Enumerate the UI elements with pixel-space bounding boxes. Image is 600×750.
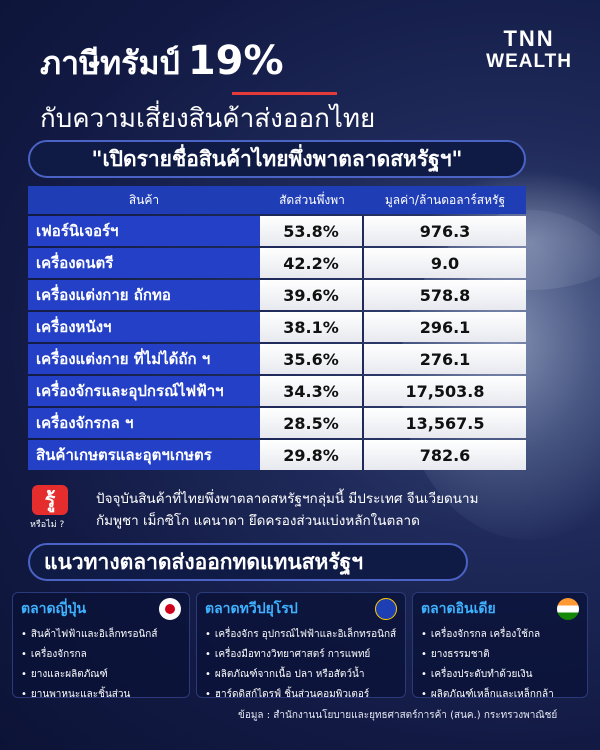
japan-flag-icon bbox=[159, 598, 181, 620]
cell-value: 578.8 bbox=[364, 280, 526, 310]
cell-value: 13,567.5 bbox=[364, 408, 526, 438]
table-row: สินค้าเกษตรและอุตฯเกษตร 29.8% 782.6 bbox=[28, 440, 526, 470]
list-item: เครื่องจักรกล เครื่องใช้กล bbox=[421, 625, 579, 645]
dependency-table: สินค้า สัดส่วนพึ่งพา มูลค่า/ล้านดอลาร์สห… bbox=[28, 186, 526, 470]
list-item: เครื่องจักร อุปกรณ์ไฟฟ้าและอิเล็กทรอนิกส… bbox=[205, 625, 397, 645]
cell-share: 28.5% bbox=[260, 408, 364, 438]
table-row: เครื่องหนังฯ 38.1% 296.1 bbox=[28, 312, 526, 342]
cell-product: เครื่องแต่งกาย ถักทอ bbox=[28, 280, 260, 310]
list-item: เครื่องประดับทำด้วยเงิน bbox=[421, 665, 579, 685]
brand-line2: WEALTH bbox=[486, 51, 572, 72]
table-row: เครื่องจักรและอุปกรณ์ไฟฟ้าฯ 34.3% 17,503… bbox=[28, 376, 526, 406]
cell-value: 17,503.8 bbox=[364, 376, 526, 406]
cell-value: 782.6 bbox=[364, 440, 526, 470]
cell-share: 53.8% bbox=[260, 216, 364, 246]
alternatives-title: แนวทางตลาดส่งออกทดแทนสหรัฐฯ bbox=[28, 543, 468, 581]
cell-value: 296.1 bbox=[364, 312, 526, 342]
cell-product: เครื่องจักรและอุปกรณ์ไฟฟ้าฯ bbox=[28, 376, 260, 406]
source-note: ข้อมูล : สำนักงานนโยบายและยุทธศาสตร์การค… bbox=[238, 710, 558, 721]
cell-share: 35.6% bbox=[260, 344, 364, 374]
headline-prefix: ภาษีทรัมป์ bbox=[40, 44, 180, 82]
india-flag-icon bbox=[557, 598, 579, 620]
list-item: เครื่องมือทางวิทยาศาสตร์ การแพทย์ bbox=[205, 645, 397, 665]
cell-value: 976.3 bbox=[364, 216, 526, 246]
table-row: เฟอร์นิเจอร์ฯ 53.8% 976.3 bbox=[28, 216, 526, 246]
did-you-know: รู้ หรือไม่ ? bbox=[30, 485, 92, 531]
table-row: เครื่องแต่งกาย ที่ไม่ได้ถัก ฯ 35.6% 276.… bbox=[28, 344, 526, 374]
cell-product: เครื่องดนตรี bbox=[28, 248, 260, 278]
market-name: ตลาดญี่ปุ่น bbox=[21, 601, 87, 617]
market-india: ตลาดอินเดีย เครื่องจักรกล เครื่องใช้กล ย… bbox=[412, 592, 588, 700]
cell-value: 9.0 bbox=[364, 248, 526, 278]
market-name: ตลาดทวีปยุโรป bbox=[205, 601, 298, 617]
table-header: สินค้า สัดส่วนพึ่งพา มูลค่า/ล้านดอลาร์สห… bbox=[28, 186, 526, 214]
table-row: เครื่องจักรกล ฯ 28.5% 13,567.5 bbox=[28, 408, 526, 438]
cell-product: เครื่องแต่งกาย ที่ไม่ได้ถัก ฯ bbox=[28, 344, 260, 374]
cell-share: 39.6% bbox=[260, 280, 364, 310]
fact-line1: ปัจจุบันสินค้าที่ไทยพึ่งพาตลาดสหรัฐฯกลุ่… bbox=[96, 491, 479, 507]
table-row: เครื่องแต่งกาย ถักทอ 39.6% 578.8 bbox=[28, 280, 526, 310]
headline: ภาษีทรัมป์ 19% bbox=[40, 38, 284, 89]
did-you-know-badge: รู้ bbox=[32, 485, 68, 515]
did-you-know-sub: หรือไม่ ? bbox=[30, 520, 65, 530]
cell-product: เฟอร์นิเจอร์ฯ bbox=[28, 216, 260, 246]
list-item: ยางธรรมชาติ bbox=[421, 645, 579, 665]
list-item: สินค้าไฟฟ้าและอิเล็กทรอนิกส์ bbox=[21, 625, 181, 645]
market-japan: ตลาดญี่ปุ่น สินค้าไฟฟ้าและอิเล็กทรอนิกส์… bbox=[12, 592, 190, 700]
brand-logo: TNN WEALTH bbox=[486, 26, 572, 72]
market-europe: ตลาดทวีปยุโรป เครื่องจักร อุปกรณ์ไฟฟ้าแล… bbox=[196, 592, 406, 700]
list-item: ผลิตภัณฑ์จากเนื้อ ปลา หรือสัตว์น้ำ bbox=[205, 665, 397, 685]
list-item: เครื่องจักรกล bbox=[21, 645, 181, 665]
eu-flag-icon bbox=[375, 598, 397, 620]
list-item: ยานพาหนะและชิ้นส่วน bbox=[21, 685, 181, 705]
cell-product: สินค้าเกษตรและอุตฯเกษตร bbox=[28, 440, 260, 470]
brand-line1: TNN bbox=[503, 26, 555, 51]
market-name: ตลาดอินเดีย bbox=[421, 601, 496, 617]
table-row: เครื่องดนตรี 42.2% 9.0 bbox=[28, 248, 526, 278]
list-item: ผลิตภัณฑ์เหล็กและเหล็กกล้า bbox=[421, 685, 579, 705]
list-item: ฮาร์ดดิสก์ไดรฟ์ ชิ้นส่วนคอมพิวเตอร์ bbox=[205, 685, 397, 705]
cell-product: เครื่องจักรกล ฯ bbox=[28, 408, 260, 438]
list-item: ยางและผลิตภัณฑ์ bbox=[21, 665, 181, 685]
header-product: สินค้า bbox=[128, 192, 160, 207]
cell-product: เครื่องหนังฯ bbox=[28, 312, 260, 342]
subheadline: กับความเสี่ยงสินค้าส่งออกไทย bbox=[40, 104, 376, 134]
cell-share: 34.3% bbox=[260, 376, 364, 406]
headline-underline bbox=[232, 92, 337, 95]
fact-line2: กัมพูชา เม็กซิโก แคนาดา ยึดครองส่วนแบ่งห… bbox=[96, 513, 420, 529]
list-banner: "เปิดรายชื่อสินค้าไทยพึ่งพาตลาดสหรัฐฯ" bbox=[28, 140, 526, 178]
headline-percent: 19% bbox=[187, 38, 284, 84]
cell-share: 38.1% bbox=[260, 312, 364, 342]
cell-value: 276.1 bbox=[364, 344, 526, 374]
cell-share: 42.2% bbox=[260, 248, 364, 278]
cell-share: 29.8% bbox=[260, 440, 364, 470]
header-share: สัดส่วนพึ่งพา bbox=[279, 192, 345, 207]
header-value: มูลค่า/ล้านดอลาร์สหรัฐ bbox=[384, 192, 506, 207]
fact-text: ปัจจุบันสินค้าที่ไทยพึ่งพาตลาดสหรัฐฯกลุ่… bbox=[96, 488, 576, 532]
